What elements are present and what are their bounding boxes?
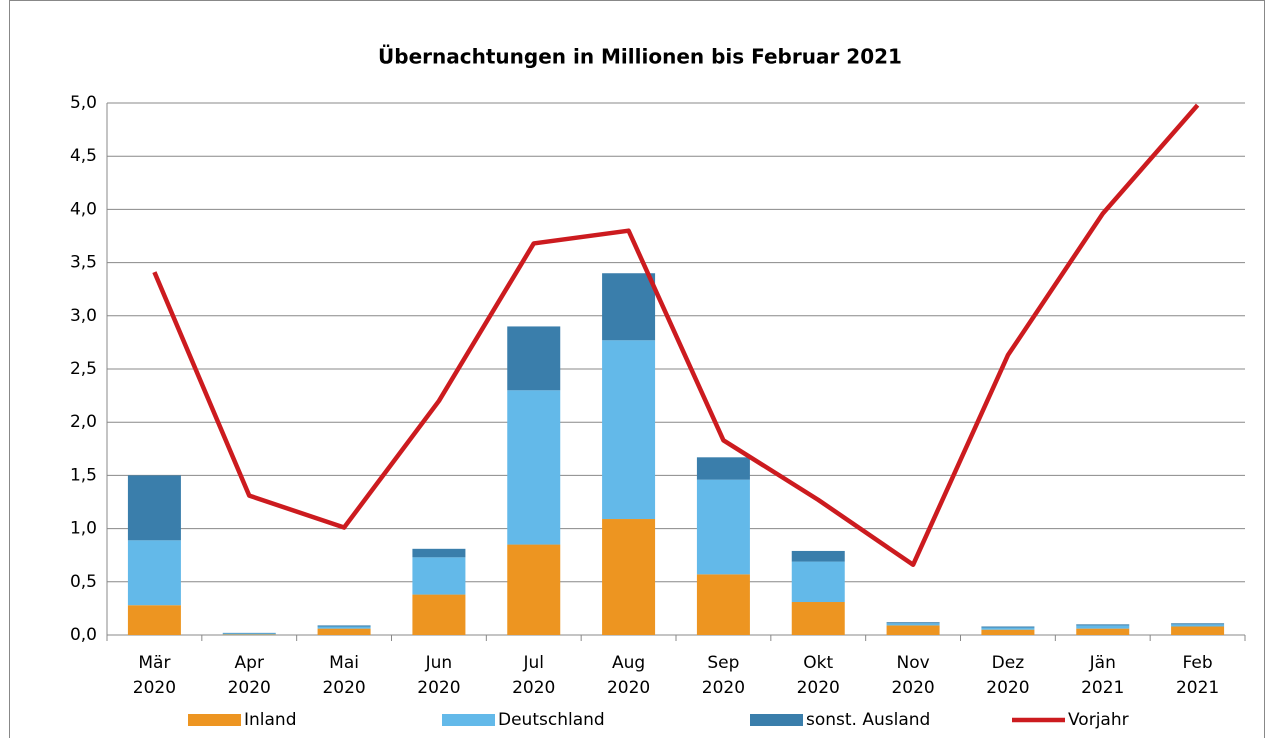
bar	[886, 625, 940, 635]
legend-label: Inland	[244, 710, 297, 730]
y-tick-label: 0,5	[70, 572, 97, 592]
bar	[127, 540, 181, 606]
x-tick-label: Sep 2020	[702, 653, 745, 698]
bar	[696, 574, 750, 635]
bar	[602, 519, 656, 635]
bar	[127, 605, 181, 635]
bar	[412, 557, 466, 595]
bar	[1076, 628, 1130, 635]
bar	[1171, 626, 1225, 635]
x-tick-label: Jän 2021	[1081, 653, 1124, 698]
bar	[981, 627, 1035, 630]
y-tick-label: 2,5	[70, 359, 97, 379]
bar	[886, 623, 940, 626]
x-tick-label: Mai 2020	[322, 653, 365, 698]
legend-swatch	[750, 714, 803, 726]
bar	[1076, 625, 1130, 629]
bar	[317, 625, 371, 627]
x-tick-label: Aug 2020	[607, 653, 650, 698]
y-tick-label: 4,0	[70, 199, 97, 219]
bar	[507, 544, 561, 635]
bar	[696, 479, 750, 575]
legend-label: Deutschland	[498, 710, 605, 730]
bar	[602, 273, 656, 341]
y-tick-label: 2,0	[70, 412, 97, 432]
bar	[696, 457, 750, 480]
legend-swatch	[442, 714, 495, 726]
bar	[222, 634, 276, 635]
bar	[317, 628, 371, 635]
y-tick-label: 5,0	[70, 93, 97, 113]
chart-title: Übernachtungen in Millionen bis Februar …	[378, 45, 902, 69]
x-tick-label: Jun 2020	[417, 653, 460, 698]
bar	[507, 326, 561, 391]
bar	[981, 629, 1035, 635]
y-tick-label: 0,0	[70, 625, 97, 645]
y-tick-label: 3,5	[70, 253, 97, 273]
bar	[127, 475, 181, 541]
bar	[507, 390, 561, 545]
bar	[886, 622, 940, 624]
bar	[1171, 624, 1225, 627]
bar	[791, 550, 845, 562]
y-tick-label: 3,0	[70, 306, 97, 326]
legend-label: sonst. Ausland	[806, 710, 930, 730]
bar	[222, 633, 276, 635]
x-tick-label: Mär 2020	[133, 653, 176, 698]
y-tick-label: 1,0	[70, 519, 97, 539]
bar	[791, 561, 845, 603]
bar	[791, 602, 845, 635]
legend-label: Vorjahr	[1068, 710, 1129, 730]
x-tick-label: Okt 2020	[797, 653, 840, 698]
bar	[1171, 623, 1225, 625]
legend-swatch	[188, 714, 241, 726]
x-tick-label: Jul 2020	[512, 653, 555, 698]
bar	[602, 340, 656, 520]
bar	[412, 594, 466, 635]
bar	[981, 626, 1035, 628]
bar	[317, 626, 371, 629]
x-tick-label: Nov 2020	[891, 653, 934, 698]
line-series	[152, 103, 1200, 568]
x-tick-label: Dez 2020	[986, 653, 1029, 698]
x-tick-label: Apr 2020	[228, 653, 271, 698]
y-tick-label: 4,5	[70, 146, 97, 166]
bar	[1076, 624, 1130, 626]
bar	[412, 548, 466, 558]
x-tick-label: Feb 2021	[1176, 653, 1219, 698]
y-tick-label: 1,5	[70, 465, 97, 485]
bar	[222, 632, 276, 634]
